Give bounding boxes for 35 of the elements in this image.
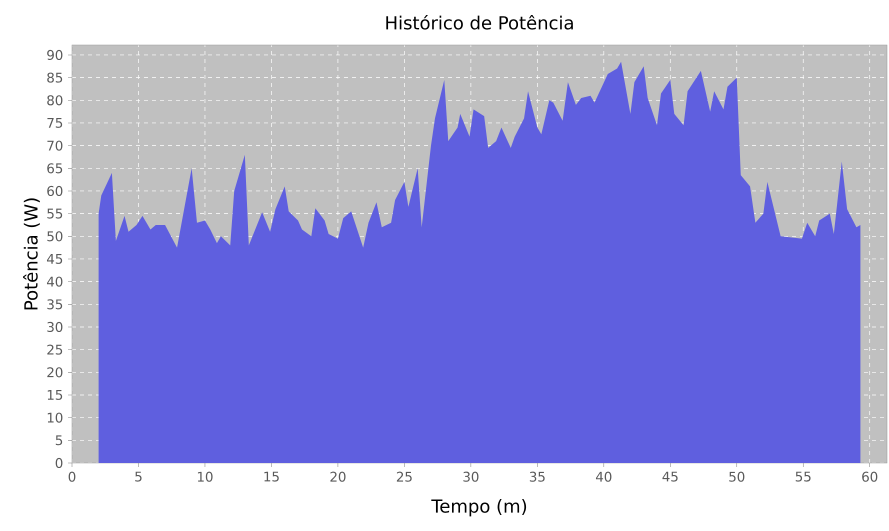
- y-tick-label: 80: [47, 95, 62, 106]
- x-tick-label: 30: [463, 472, 478, 482]
- y-tick-label: 10: [48, 412, 62, 423]
- y-tick-label: 25: [47, 344, 62, 355]
- y-tick-label: 55: [47, 208, 62, 219]
- x-tick-label: 35: [530, 472, 545, 482]
- y-tick-label: 5: [56, 435, 62, 446]
- y-tick-label: 85: [47, 72, 62, 83]
- x-tick-label: 55: [796, 472, 811, 482]
- x-tick-label: 5: [135, 472, 142, 482]
- y-tick-label: 0: [56, 458, 62, 468]
- y-tick-label: 30: [47, 322, 62, 332]
- x-tick-label: 60: [862, 472, 878, 482]
- y-tick-label: 40: [46, 276, 62, 287]
- y-tick-label: 75: [47, 118, 62, 128]
- y-tick-label: 20: [47, 367, 62, 378]
- y-tick-label: 15: [48, 390, 62, 400]
- x-tick-label: 15: [264, 472, 279, 482]
- x-tick-label: 45: [662, 472, 678, 482]
- x-tick-label: 0: [68, 472, 76, 482]
- x-tick-label: 20: [330, 472, 346, 482]
- y-tick-label: 70: [47, 140, 62, 151]
- y-tick-label: 60: [47, 186, 62, 196]
- x-tick-label: 10: [198, 472, 213, 482]
- x-tick-label: 25: [396, 472, 412, 482]
- y-axis-title: Potência (W): [23, 198, 40, 310]
- x-tick-label: 40: [596, 472, 612, 482]
- y-tick-label: 50: [47, 231, 62, 242]
- y-tick-label: 45: [46, 254, 62, 264]
- x-axis-title: Tempo (m): [431, 498, 526, 516]
- chart-title: Histórico de Potência: [386, 14, 573, 30]
- y-tick-label: 35: [47, 299, 62, 310]
- x-tick-label: 50: [729, 472, 744, 482]
- y-tick-label: 65: [47, 163, 62, 174]
- y-tick-label: 90: [47, 50, 62, 60]
